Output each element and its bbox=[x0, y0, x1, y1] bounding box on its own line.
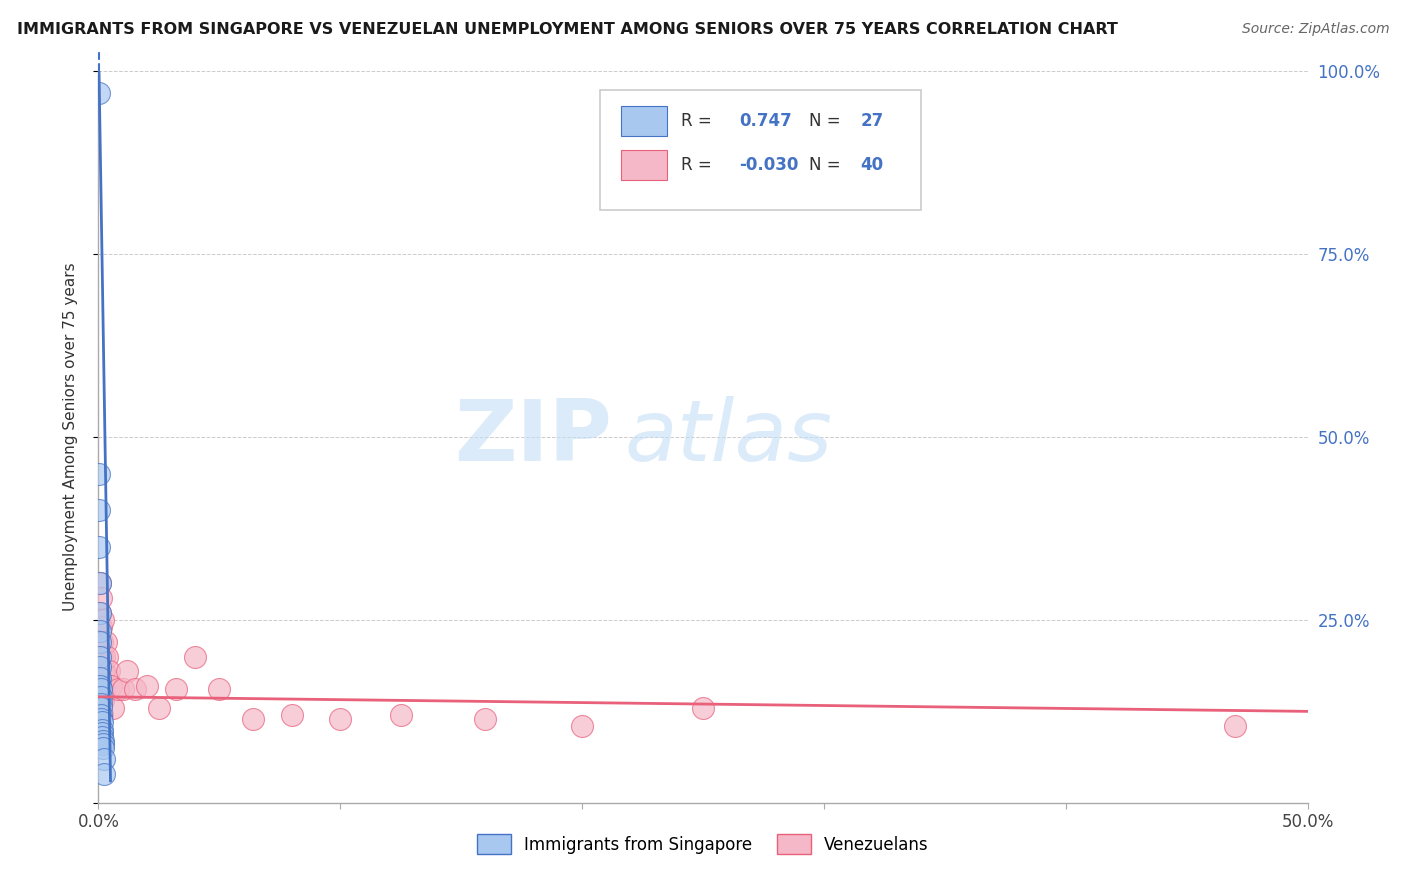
Point bbox=[89, 660, 111, 674]
Point bbox=[89, 649, 111, 664]
Point bbox=[91, 733, 114, 747]
Point bbox=[389, 708, 412, 723]
Point bbox=[692, 700, 714, 714]
Point bbox=[90, 682, 112, 697]
Point bbox=[148, 700, 170, 714]
Text: R =: R = bbox=[682, 156, 711, 174]
Text: R =: R = bbox=[682, 112, 711, 130]
Point bbox=[89, 503, 111, 517]
Point bbox=[90, 693, 112, 707]
Bar bbox=[621, 151, 666, 179]
Point bbox=[89, 576, 111, 591]
Point bbox=[89, 679, 111, 693]
Point bbox=[117, 664, 139, 678]
Point bbox=[93, 766, 115, 780]
Legend: Immigrants from Singapore, Venezuelans: Immigrants from Singapore, Venezuelans bbox=[471, 828, 935, 860]
Text: 40: 40 bbox=[860, 156, 883, 174]
Point bbox=[90, 690, 112, 704]
Point bbox=[90, 700, 112, 714]
Point bbox=[96, 635, 118, 649]
Point bbox=[571, 719, 593, 733]
Point bbox=[89, 87, 111, 101]
Point bbox=[165, 682, 187, 697]
Point bbox=[90, 715, 112, 730]
Point bbox=[474, 712, 496, 726]
Text: IMMIGRANTS FROM SINGAPORE VS VENEZUELAN UNEMPLOYMENT AMONG SENIORS OVER 75 YEARS: IMMIGRANTS FROM SINGAPORE VS VENEZUELAN … bbox=[17, 22, 1118, 37]
Point bbox=[91, 730, 114, 744]
Point bbox=[91, 664, 114, 678]
Text: atlas: atlas bbox=[624, 395, 832, 479]
Point bbox=[281, 708, 304, 723]
Point bbox=[100, 679, 122, 693]
Point bbox=[111, 682, 134, 697]
Point bbox=[90, 708, 112, 723]
Point bbox=[89, 672, 111, 686]
Text: N =: N = bbox=[810, 112, 841, 130]
Point bbox=[89, 624, 111, 638]
Point bbox=[89, 635, 111, 649]
Point bbox=[90, 723, 112, 737]
Point bbox=[90, 697, 112, 711]
Point bbox=[91, 635, 114, 649]
Point bbox=[91, 740, 114, 755]
Point bbox=[1223, 719, 1246, 733]
Point bbox=[89, 606, 111, 620]
Text: 27: 27 bbox=[860, 112, 883, 130]
Point bbox=[93, 752, 115, 766]
Point bbox=[135, 679, 157, 693]
Point bbox=[101, 700, 124, 714]
Point bbox=[90, 712, 112, 726]
Bar bbox=[621, 106, 666, 136]
Point bbox=[329, 712, 352, 726]
Point bbox=[184, 649, 207, 664]
Point bbox=[93, 664, 115, 678]
Point bbox=[208, 682, 231, 697]
Point bbox=[89, 606, 111, 620]
Point bbox=[89, 540, 111, 554]
Point bbox=[90, 664, 112, 678]
Point bbox=[124, 682, 146, 697]
Point bbox=[90, 679, 112, 693]
Point bbox=[89, 467, 111, 481]
Text: 0.747: 0.747 bbox=[740, 112, 792, 130]
Point bbox=[96, 649, 118, 664]
Point bbox=[91, 737, 114, 751]
Point bbox=[89, 576, 111, 591]
Point bbox=[94, 686, 117, 700]
Point bbox=[91, 693, 114, 707]
Text: ZIP: ZIP bbox=[454, 395, 613, 479]
Point bbox=[90, 620, 112, 634]
Point bbox=[91, 726, 114, 740]
FancyBboxPatch shape bbox=[600, 90, 921, 211]
Point bbox=[107, 682, 129, 697]
Point bbox=[242, 712, 264, 726]
Point bbox=[89, 635, 111, 649]
Point bbox=[91, 613, 114, 627]
Point bbox=[90, 649, 112, 664]
Point bbox=[97, 664, 120, 678]
Point bbox=[90, 591, 112, 605]
Y-axis label: Unemployment Among Seniors over 75 years: Unemployment Among Seniors over 75 years bbox=[63, 263, 77, 611]
Point bbox=[93, 649, 115, 664]
Text: Source: ZipAtlas.com: Source: ZipAtlas.com bbox=[1241, 22, 1389, 37]
Point bbox=[91, 708, 114, 723]
Point bbox=[89, 649, 111, 664]
Text: N =: N = bbox=[810, 156, 841, 174]
Text: -0.030: -0.030 bbox=[740, 156, 799, 174]
